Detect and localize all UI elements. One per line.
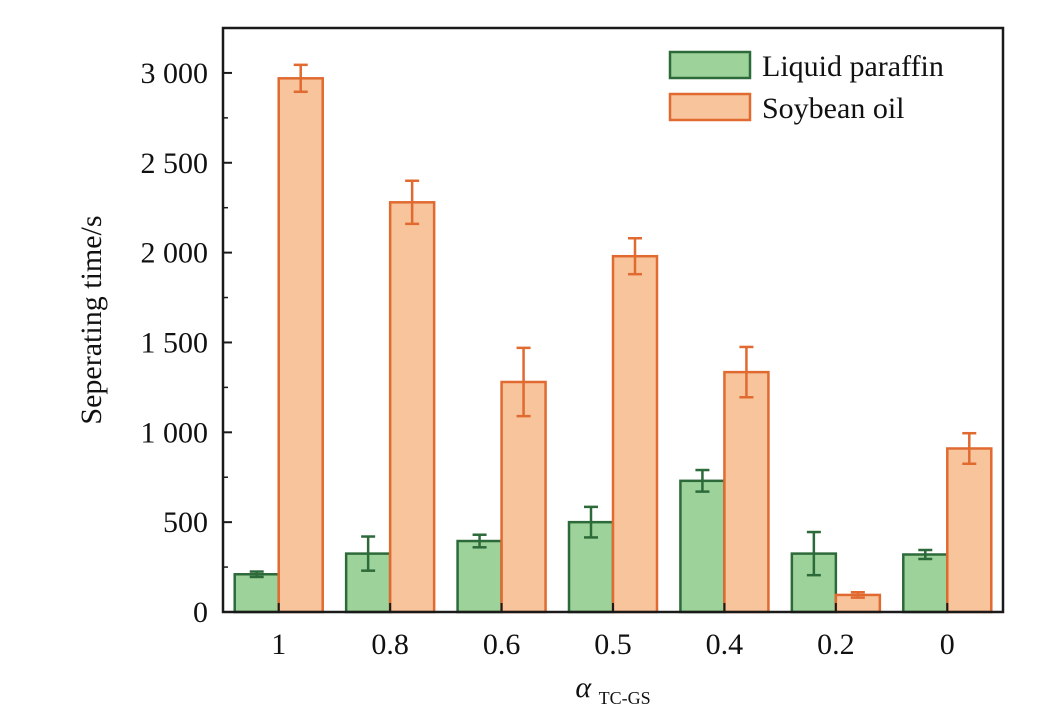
error-bar-soybean-oil-6 — [962, 431, 977, 466]
error-bar-liquid-paraffin-5 — [806, 530, 821, 577]
bar-liquid-paraffin-5 — [790, 552, 838, 614]
bar-soybean-oil-6 — [946, 447, 993, 614]
x-tick-label-2: 0.6 — [483, 628, 521, 661]
x-tick-label-4: 0.4 — [706, 628, 744, 661]
error-bar-soybean-oil-0 — [293, 63, 308, 94]
x-tick-label-3: 0.5 — [594, 628, 632, 661]
bar-soybean-oil-0 — [277, 77, 324, 614]
axis-ticks-layer — [223, 71, 949, 613]
legend-swatch-liquid-paraffin — [668, 50, 752, 80]
x-tick-label-5: 0.2 — [817, 628, 855, 661]
y-tick-label-4: 2 000 — [141, 237, 209, 270]
tick-labels-layer: 1 0.8 0.6 0.5 0.4 0.2 0 0 500 1 000 1 500 2 000 2 50… — [141, 57, 955, 661]
x-axis-label: α TC-GS — [575, 671, 650, 708]
y-tick-label-5: 2 500 — [141, 147, 209, 180]
error-bar-soybean-oil-4 — [739, 345, 754, 399]
error-bar-liquid-paraffin-0 — [249, 570, 264, 579]
bar-liquid-paraffin-0 — [233, 573, 280, 614]
x-tick-label-0: 1 — [271, 628, 286, 661]
bar-liquid-paraffin-6 — [902, 553, 949, 614]
bars-layer — [233, 77, 993, 614]
x-tick-label-6: 0 — [940, 628, 955, 661]
bar-liquid-paraffin-4 — [679, 479, 726, 614]
error-bar-liquid-paraffin-2 — [472, 533, 487, 549]
error-bar-liquid-paraffin-4 — [695, 468, 710, 493]
error-bar-soybean-oil-2 — [516, 346, 531, 418]
error-bar-soybean-oil-1 — [405, 179, 420, 226]
legend-label-liquid-paraffin: Liquid paraffin — [762, 50, 944, 83]
y-tick-label-3: 1 500 — [141, 326, 209, 359]
error-bar-liquid-paraffin-6 — [918, 548, 933, 561]
error-bar-liquid-paraffin-1 — [361, 535, 376, 572]
bar-soybean-oil-3 — [611, 254, 659, 614]
y-axis-label: Seperating time/s — [75, 215, 108, 424]
error-bar-liquid-paraffin-3 — [584, 505, 598, 539]
legend-label-soybean-oil: Soybean oil — [762, 92, 905, 125]
bar-liquid-paraffin-2 — [456, 539, 503, 614]
x-tick-label-1: 0.8 — [371, 628, 409, 661]
y-tick-label-2: 1 000 — [141, 416, 209, 449]
x-axis-label-symbol: α — [575, 671, 592, 704]
bar-soybean-oil-1 — [388, 201, 436, 614]
error-bars-layer — [249, 63, 977, 599]
y-tick-label-1: 500 — [163, 506, 208, 539]
error-bar-soybean-oil-3 — [628, 236, 642, 276]
y-tick-label-0: 0 — [193, 596, 208, 629]
error-bar-soybean-oil-5 — [850, 590, 865, 599]
y-tick-label-6: 3 000 — [141, 57, 209, 90]
bar-soybean-oil-4 — [723, 370, 770, 614]
legend: Liquid paraffin Soybean oil — [668, 50, 944, 125]
legend-swatch-soybean-oil — [668, 92, 752, 122]
x-axis-label-subscript: TC-GS — [599, 688, 651, 708]
